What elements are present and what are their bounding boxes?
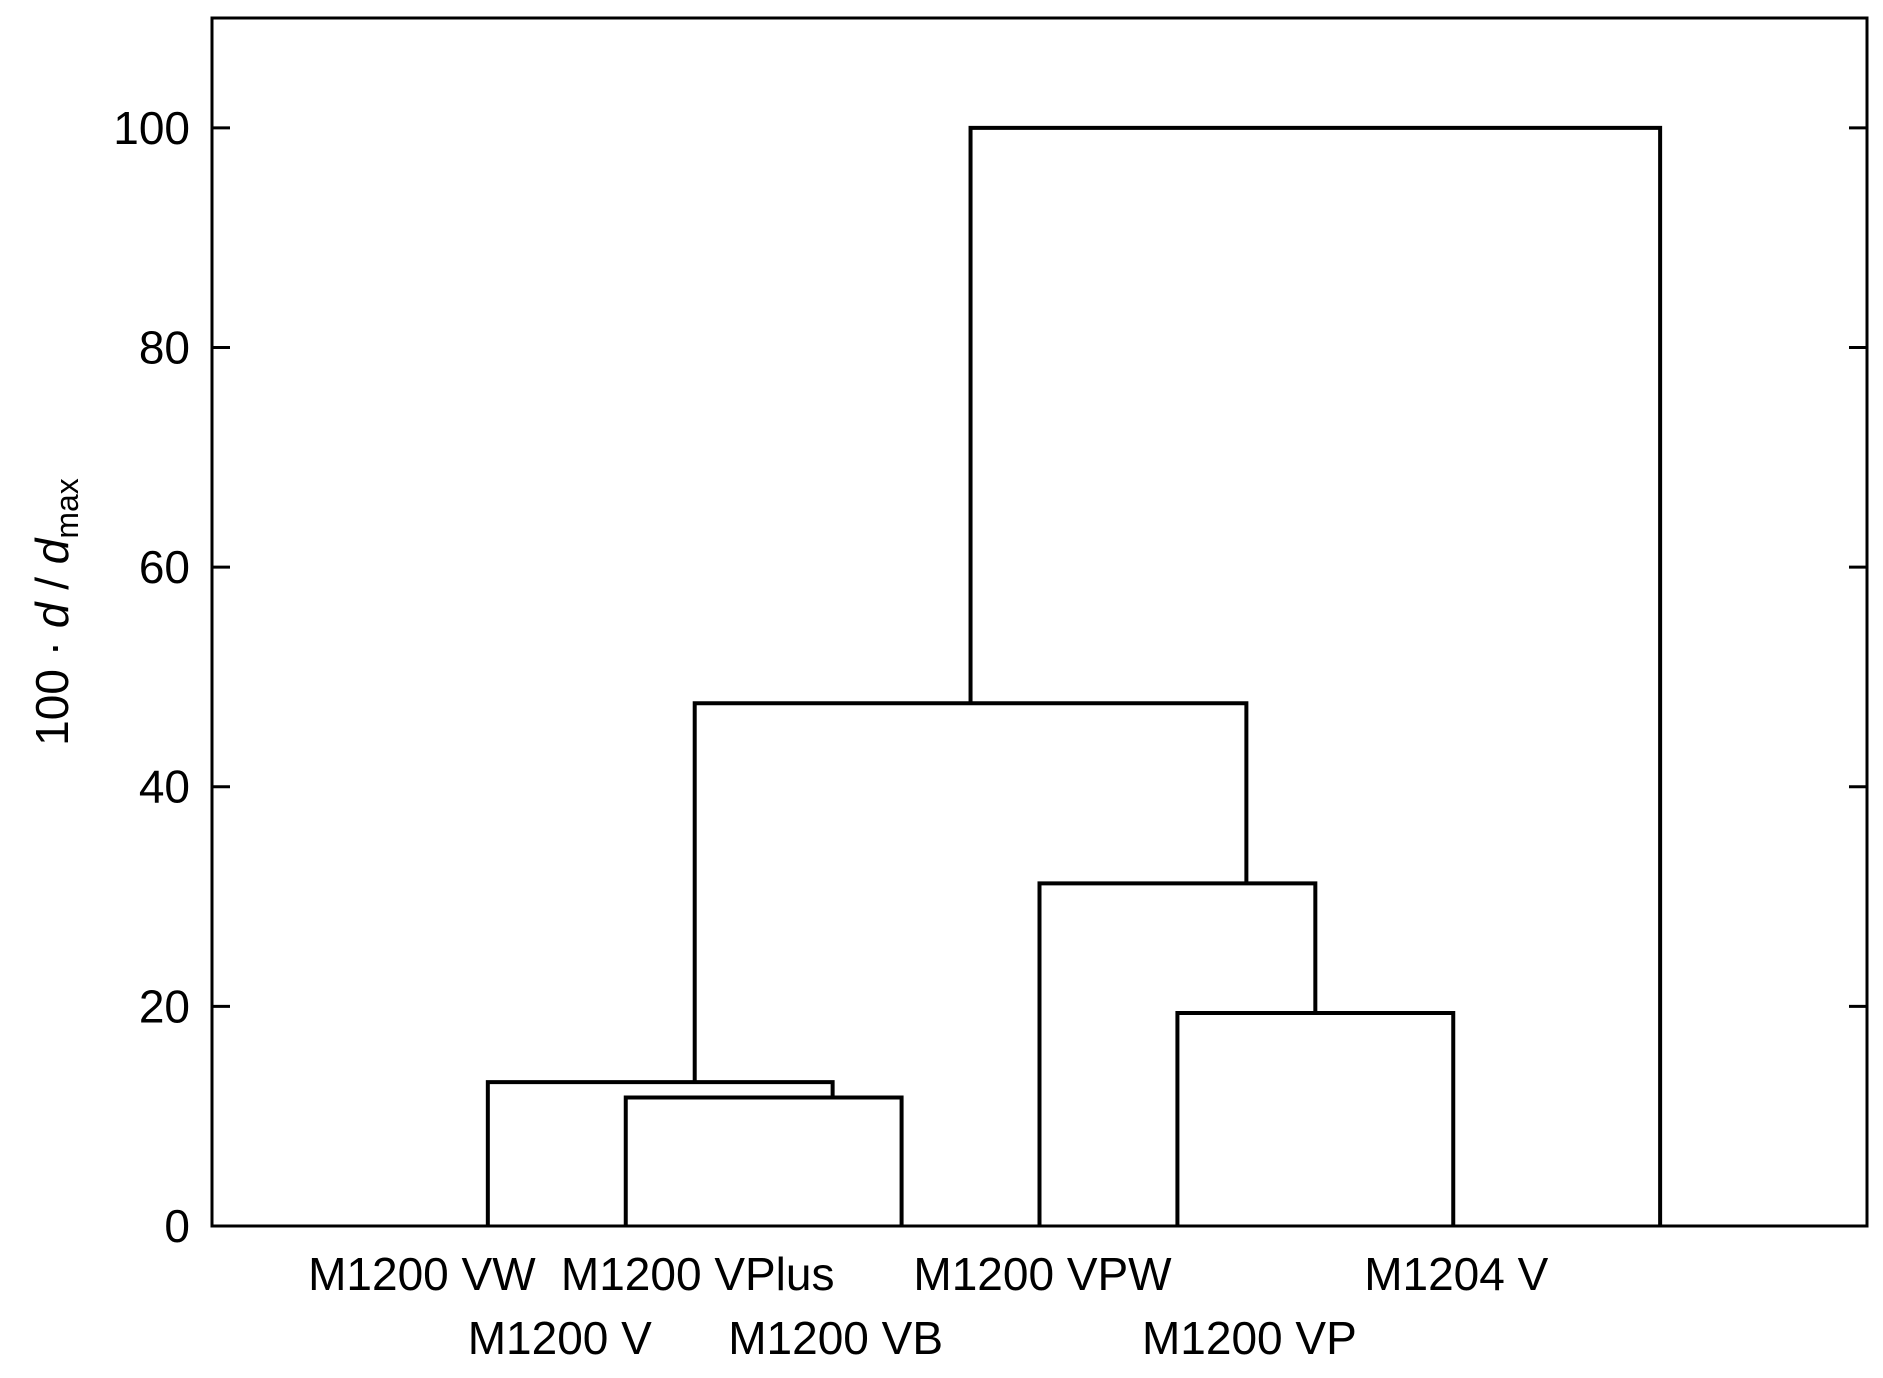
y-axis-label-d: d <box>26 601 78 628</box>
leaf-label-l5: M1200 VPW <box>913 1248 1172 1300</box>
link-merge-vw-group <box>485 1080 835 1226</box>
y-axis-label-subscript: max <box>49 478 85 538</box>
dendrogram-links <box>485 125 1663 1226</box>
link-merge-vb-vpgroup <box>1037 881 1318 1226</box>
y-tick-label: 0 <box>164 1200 190 1252</box>
leaf-label-l6: M1200 VP <box>1142 1312 1357 1364</box>
y-axis-label-slash: / <box>26 564 78 602</box>
y-axis-ticks: 0 20 40 60 80 100 <box>113 102 1867 1252</box>
y-tick-label: 20 <box>139 980 190 1032</box>
leaf-label-l7: M1204 V <box>1364 1248 1548 1300</box>
y-tick-label: 60 <box>139 541 190 593</box>
y-axis-label: 100 · d / dmax <box>26 478 85 746</box>
link-merge-vplus-vb <box>623 1095 904 1226</box>
link-merge-vpw-vp <box>1175 1010 1456 1226</box>
y-tick-label: 100 <box>113 102 190 154</box>
link-merge-left-right <box>692 701 1249 1083</box>
y-tick-label: 40 <box>139 761 190 813</box>
y-tick-label: 80 <box>139 321 190 373</box>
leaf-label-l4: M1200 VB <box>728 1312 943 1364</box>
leaf-labels: M1200 VW M1200 V M1200 VPlus M1200 VB M1200 … <box>308 1248 1549 1364</box>
link-merge-root <box>968 125 1663 1226</box>
leaf-label-l3: M1200 VPlus <box>561 1248 835 1300</box>
leaf-label-l2: M1200 V <box>468 1312 652 1364</box>
leaf-label-l1: M1200 VW <box>308 1248 536 1300</box>
y-axis-label-prefix: 100 · <box>26 628 78 746</box>
y-axis-label-dmax: d <box>26 537 78 564</box>
